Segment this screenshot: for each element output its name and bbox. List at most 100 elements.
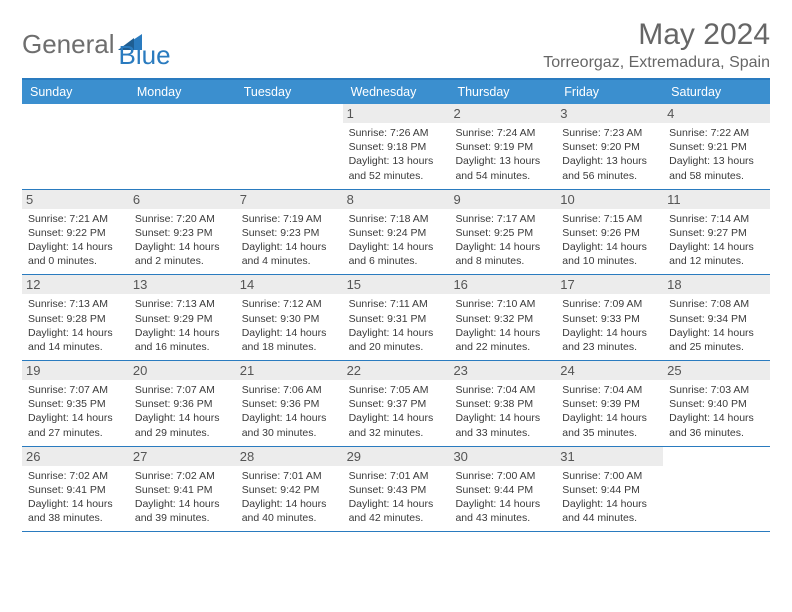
sunrise-line: Sunrise: 7:06 AM: [242, 383, 337, 397]
sunrise-line: Sunrise: 7:17 AM: [455, 212, 550, 226]
week-row: 12Sunrise: 7:13 AMSunset: 9:28 PMDayligh…: [22, 275, 770, 361]
sunset-line: Sunset: 9:39 PM: [562, 397, 657, 411]
header: General Blue May 2024 Torreorgaz, Extrem…: [22, 18, 770, 72]
sunrise-line: Sunrise: 7:07 AM: [135, 383, 230, 397]
day-cell: 25Sunrise: 7:03 AMSunset: 9:40 PMDayligh…: [663, 361, 770, 446]
sunrise-line: Sunrise: 7:23 AM: [562, 126, 657, 140]
sunset-line: Sunset: 9:23 PM: [242, 226, 337, 240]
day-number: 25: [663, 361, 770, 380]
daylight-line: Daylight: 14 hours and 16 minutes.: [135, 326, 230, 354]
daylight-line: Daylight: 14 hours and 40 minutes.: [242, 497, 337, 525]
calendar: SundayMondayTuesdayWednesdayThursdayFrid…: [22, 78, 770, 532]
sunset-line: Sunset: 9:19 PM: [455, 140, 550, 154]
sunset-line: Sunset: 9:34 PM: [669, 312, 764, 326]
daylight-line: Daylight: 14 hours and 10 minutes.: [562, 240, 657, 268]
day-cell: 14Sunrise: 7:12 AMSunset: 9:30 PMDayligh…: [236, 275, 343, 360]
day-cell: 30Sunrise: 7:00 AMSunset: 9:44 PMDayligh…: [449, 447, 556, 532]
sunset-line: Sunset: 9:20 PM: [562, 140, 657, 154]
day-number: 18: [663, 275, 770, 294]
day-number: 31: [556, 447, 663, 466]
week-row: 5Sunrise: 7:21 AMSunset: 9:22 PMDaylight…: [22, 190, 770, 276]
sunset-line: Sunset: 9:42 PM: [242, 483, 337, 497]
daylight-line: Daylight: 14 hours and 38 minutes.: [28, 497, 123, 525]
daylight-line: Daylight: 13 hours and 58 minutes.: [669, 154, 764, 182]
sunrise-line: Sunrise: 7:00 AM: [562, 469, 657, 483]
sunset-line: Sunset: 9:43 PM: [349, 483, 444, 497]
day-number: 17: [556, 275, 663, 294]
day-number: 30: [449, 447, 556, 466]
sunset-line: Sunset: 9:27 PM: [669, 226, 764, 240]
day-cell: 19Sunrise: 7:07 AMSunset: 9:35 PMDayligh…: [22, 361, 129, 446]
weekday-header: Wednesday: [343, 80, 450, 104]
daylight-line: Daylight: 14 hours and 25 minutes.: [669, 326, 764, 354]
day-cell: 6Sunrise: 7:20 AMSunset: 9:23 PMDaylight…: [129, 190, 236, 275]
daylight-line: Daylight: 14 hours and 18 minutes.: [242, 326, 337, 354]
day-cell: 18 Sunrise: 7:08 AMSunset: 9:34 PMDayligh…: [663, 275, 770, 360]
sunrise-line: Sunrise: 7:13 AM: [28, 297, 123, 311]
day-cell: 13Sunrise: 7:13 AMSunset: 9:29 PMDayligh…: [129, 275, 236, 360]
daylight-line: Daylight: 14 hours and 30 minutes.: [242, 411, 337, 439]
daylight-line: Daylight: 14 hours and 20 minutes.: [349, 326, 444, 354]
day-number: 19: [22, 361, 129, 380]
weekday-header: Sunday: [22, 80, 129, 104]
daylight-line: Daylight: 14 hours and 14 minutes.: [28, 326, 123, 354]
daylight-line: Daylight: 14 hours and 29 minutes.: [135, 411, 230, 439]
sunrise-line: Sunrise: 7:09 AM: [562, 297, 657, 311]
day-number: 16: [449, 275, 556, 294]
day-cell: 8Sunrise: 7:18 AMSunset: 9:24 PMDaylight…: [343, 190, 450, 275]
day-cell: 26Sunrise: 7:02 AMSunset: 9:41 PMDayligh…: [22, 447, 129, 532]
daylight-line: Daylight: 14 hours and 36 minutes.: [669, 411, 764, 439]
sunrise-line: Sunrise: 7:07 AM: [28, 383, 123, 397]
sunset-line: Sunset: 9:22 PM: [28, 226, 123, 240]
sunrise-line: Sunrise: 7:03 AM: [669, 383, 764, 397]
sunset-line: Sunset: 9:29 PM: [135, 312, 230, 326]
day-cell: 22Sunrise: 7:05 AMSunset: 9:37 PMDayligh…: [343, 361, 450, 446]
day-number: 7: [236, 190, 343, 209]
sunset-line: Sunset: 9:31 PM: [349, 312, 444, 326]
weekday-header-row: SundayMondayTuesdayWednesdayThursdayFrid…: [22, 80, 770, 104]
empty-day: [236, 104, 343, 189]
daylight-line: Daylight: 14 hours and 33 minutes.: [455, 411, 550, 439]
daylight-line: Daylight: 14 hours and 0 minutes.: [28, 240, 123, 268]
day-number: 15: [343, 275, 450, 294]
sunset-line: Sunset: 9:37 PM: [349, 397, 444, 411]
day-cell: 23Sunrise: 7:04 AMSunset: 9:38 PMDayligh…: [449, 361, 556, 446]
daylight-line: Daylight: 14 hours and 22 minutes.: [455, 326, 550, 354]
day-number: 26: [22, 447, 129, 466]
sunrise-line: Sunrise: 7:05 AM: [349, 383, 444, 397]
empty-day: [22, 104, 129, 189]
daylight-line: Daylight: 13 hours and 56 minutes.: [562, 154, 657, 182]
day-number: 8: [343, 190, 450, 209]
week-row: 26Sunrise: 7:02 AMSunset: 9:41 PMDayligh…: [22, 447, 770, 533]
sunset-line: Sunset: 9:36 PM: [135, 397, 230, 411]
day-number: 6: [129, 190, 236, 209]
day-number: 29: [343, 447, 450, 466]
day-cell: 12 Sunrise: 7:13 AMSunset: 9:28 PMDayligh…: [22, 275, 129, 360]
sunrise-line: Sunrise: 7:01 AM: [349, 469, 444, 483]
sunset-line: Sunset: 9:41 PM: [28, 483, 123, 497]
weekday-header: Thursday: [449, 80, 556, 104]
day-cell: 9Sunrise: 7:17 AMSunset: 9:25 PMDaylight…: [449, 190, 556, 275]
sunrise-line: Sunrise: 7:14 AM: [669, 212, 764, 226]
sunrise-line: Sunrise: 7:08 AM: [669, 297, 764, 311]
day-cell: 7Sunrise: 7:19 AMSunset: 9:23 PMDaylight…: [236, 190, 343, 275]
sunset-line: Sunset: 9:28 PM: [28, 312, 123, 326]
sunset-line: Sunset: 9:30 PM: [242, 312, 337, 326]
weekday-header: Friday: [556, 80, 663, 104]
day-number: 12: [22, 275, 129, 294]
day-number: 20: [129, 361, 236, 380]
sunrise-line: Sunrise: 7:24 AM: [455, 126, 550, 140]
day-cell: 27Sunrise: 7:02 AMSunset: 9:41 PMDayligh…: [129, 447, 236, 532]
logo-word2: Blue: [119, 40, 171, 70]
weekday-header: Monday: [129, 80, 236, 104]
page-title: May 2024: [543, 18, 770, 52]
daylight-line: Daylight: 14 hours and 23 minutes.: [562, 326, 657, 354]
day-number: 24: [556, 361, 663, 380]
day-cell: 1Sunrise: 7:26 AMSunset: 9:18 PMDaylight…: [343, 104, 450, 189]
sunset-line: Sunset: 9:41 PM: [135, 483, 230, 497]
weekday-header: Saturday: [663, 80, 770, 104]
daylight-line: Daylight: 14 hours and 44 minutes.: [562, 497, 657, 525]
sunrise-line: Sunrise: 7:02 AM: [135, 469, 230, 483]
sunset-line: Sunset: 9:18 PM: [349, 140, 444, 154]
sunset-line: Sunset: 9:36 PM: [242, 397, 337, 411]
